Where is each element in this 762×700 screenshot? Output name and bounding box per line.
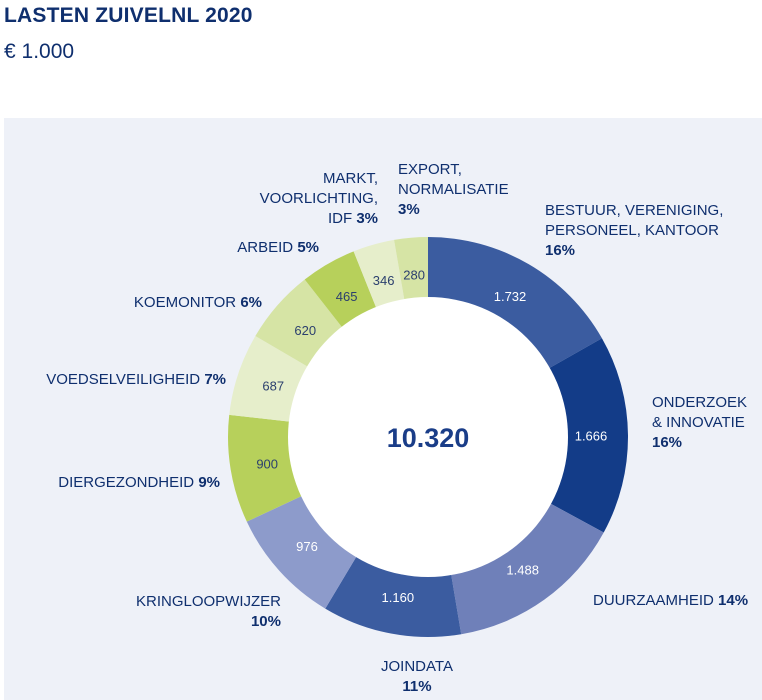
slice-10	[394, 237, 428, 312]
label-duurzaamheid: DUURZAAMHEID 14%	[593, 592, 749, 609]
slice-2	[449, 497, 604, 635]
label-koemonitor: KOEMONITOR 6%	[133, 294, 262, 311]
slice-value-0: 1.732	[494, 289, 527, 304]
label-onderzoek: ONDERZOEK & INNOVATIE 16%	[652, 394, 748, 451]
chart-title: LASTEN ZUIVELNL 2020	[4, 4, 253, 27]
slice-value-8: 465	[336, 289, 358, 304]
label-markt: MARKT, VOORLICHTING, IDF 3%	[259, 170, 378, 227]
total-value: 10.320	[387, 423, 470, 453]
label-kringloopwijzer: KRINGLOOPWIJZER 10%	[135, 593, 281, 630]
donut-hole	[288, 297, 568, 577]
chart-unit: € 1.000	[4, 40, 75, 63]
slice-value-5: 900	[256, 456, 278, 471]
label-joindata: JOINDATA 11%	[381, 658, 453, 695]
slice-value-10: 280	[403, 268, 425, 283]
slice-value-4: 976	[296, 539, 318, 554]
slice-value-2: 1.488	[506, 563, 539, 578]
slice-0	[428, 237, 602, 375]
label-diergezondheid: DIERGEZONDHEID 9%	[58, 474, 220, 491]
slice-9	[353, 239, 407, 320]
slice-value-9: 346	[373, 273, 395, 288]
label-arbeid: ARBEID 5%	[237, 239, 319, 256]
label-bestuur: BESTUUR, VERENIGING, PERSONEEL, KANTOOR …	[545, 202, 724, 259]
slice-value-3: 1.160	[382, 590, 415, 605]
slice-value-6: 687	[262, 379, 284, 394]
slice-4	[246, 490, 363, 609]
slice-value-1: 1.666	[575, 429, 608, 444]
label-export: EXPORT, NORMALISATIE 3%	[398, 161, 509, 218]
slice-1	[538, 338, 628, 533]
slice-value-7: 620	[294, 323, 316, 338]
label-voedselveiligheid: VOEDSELVEILIGHEID 7%	[46, 371, 226, 388]
